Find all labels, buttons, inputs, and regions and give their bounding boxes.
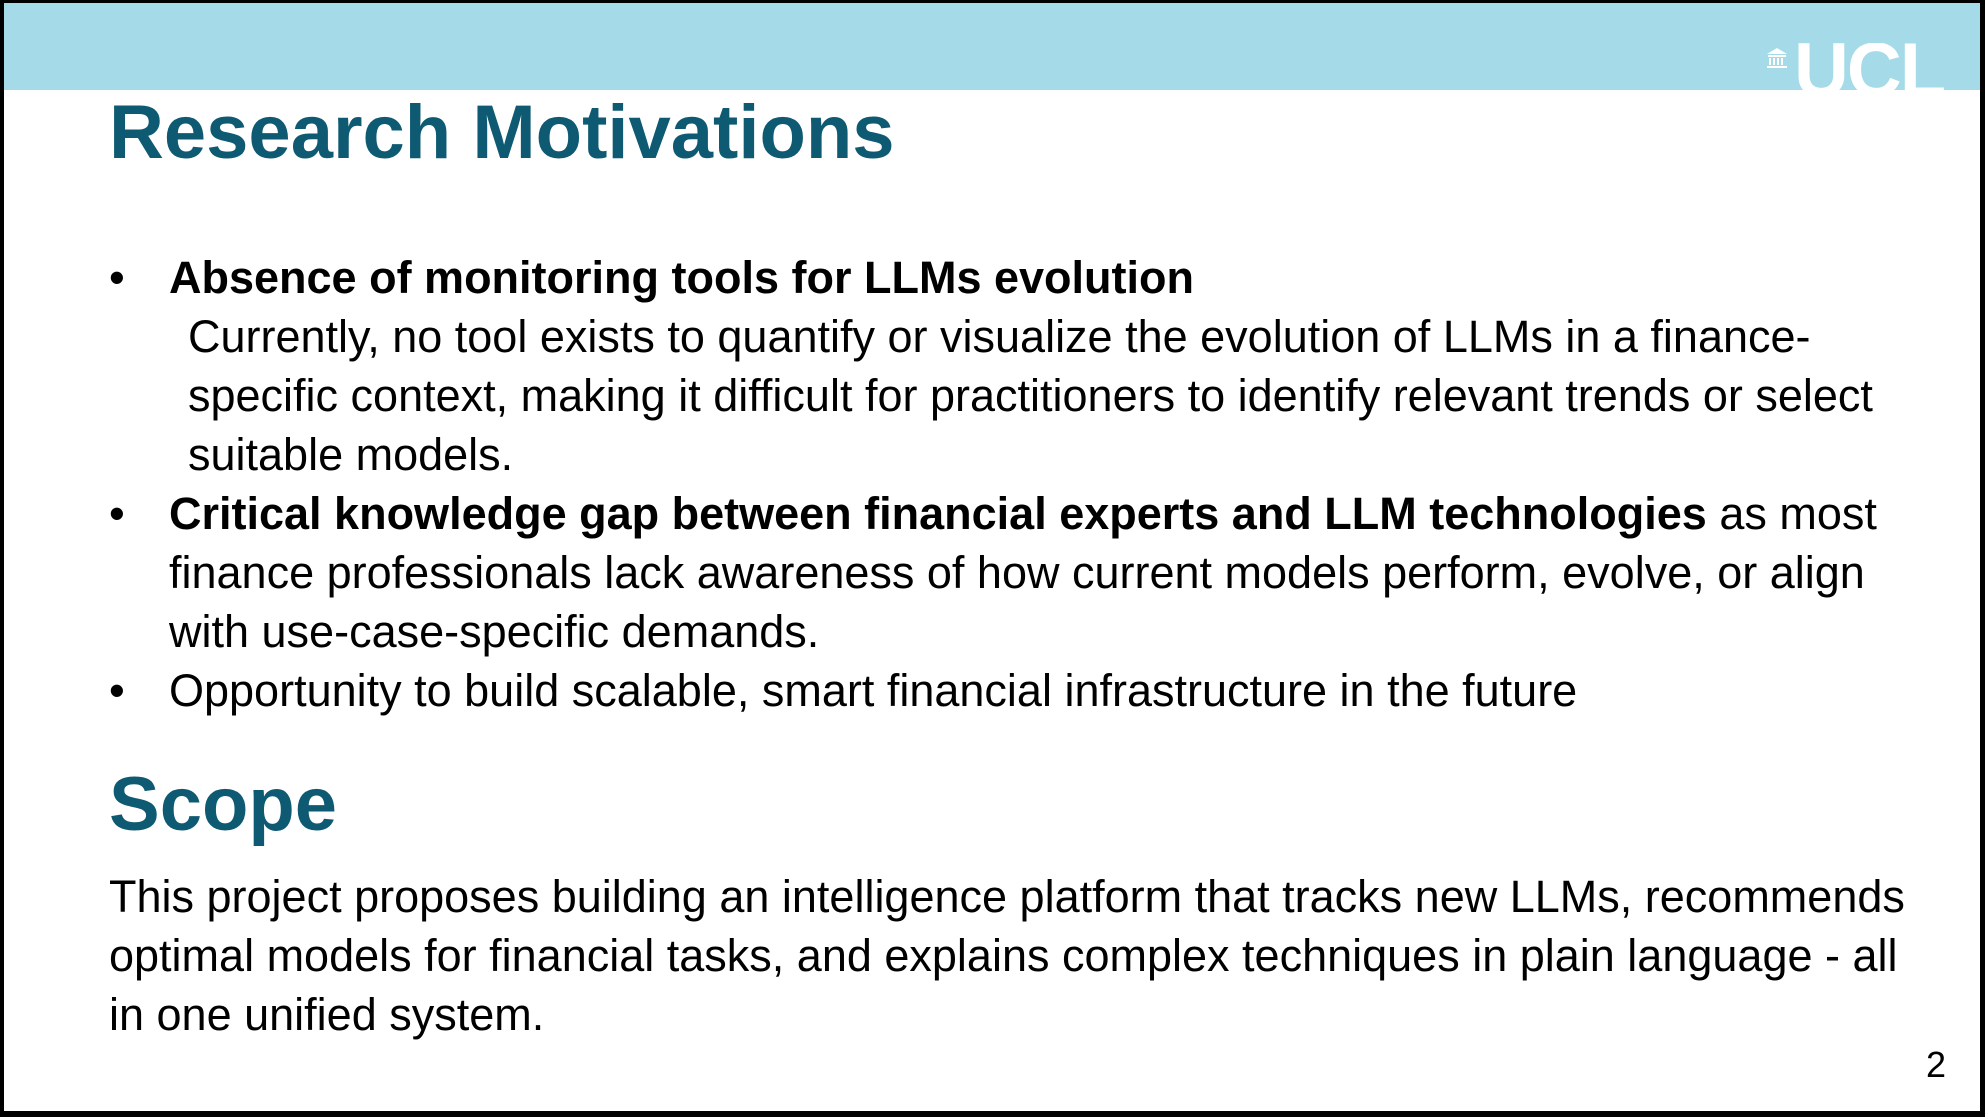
scope-paragraph: This project proposes building an intell… [109,871,1905,1040]
slide: UCL Research Motivations Absence of moni… [4,3,1980,1111]
ucl-logo: UCL [1766,43,1944,99]
list-item: Absence of monitoring tools for LLMs evo… [109,248,1939,484]
page-number: 2 [1925,1044,1946,1085]
motivation-list: Absence of monitoring tools for LLMs evo… [109,248,1939,720]
portico-icon [1767,48,1787,68]
bullet-bold-text: Critical knowledge gap between financial… [169,488,1707,539]
header-band [4,3,1980,90]
list-item: Opportunity to build scalable, smart fin… [109,661,1939,720]
list-item: Critical knowledge gap between financial… [109,484,1939,661]
logo-text: UCL [1794,43,1945,99]
bullet-bold-text: Absence of monitoring tools for LLMs evo… [169,252,1194,303]
bullet-description: Currently, no tool exists to quantify or… [188,311,1873,480]
section-title: Scope [109,762,338,847]
page-title: Research Motivations [109,90,895,175]
bullet-text: Opportunity to build scalable, smart fin… [169,665,1578,716]
bullet-text: as most finance professionals lack aware… [169,488,1877,657]
